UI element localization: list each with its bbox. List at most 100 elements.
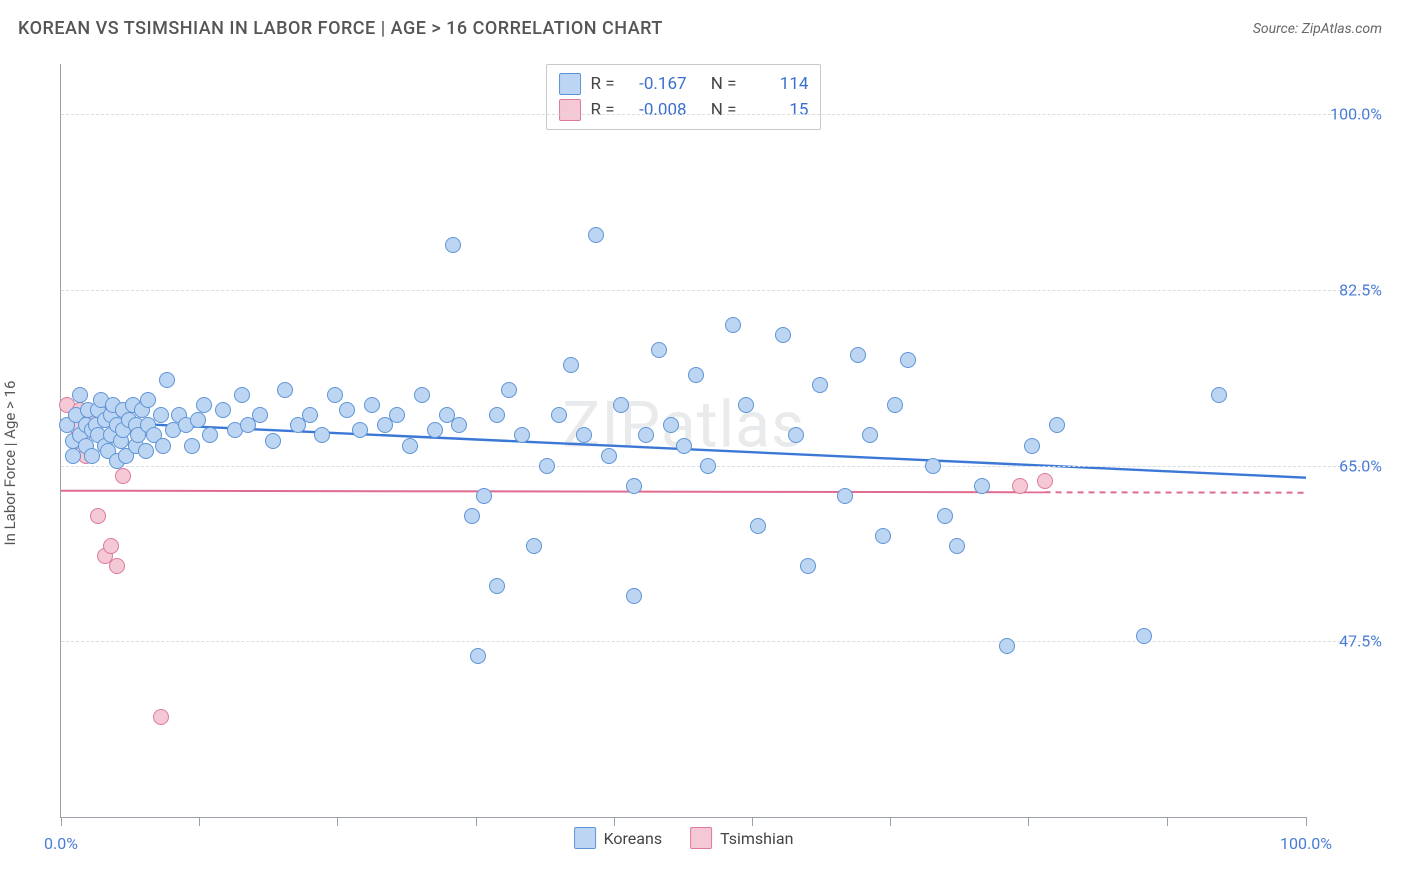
- chart-title: KOREAN VS TSIMSHIAN IN LABOR FORCE | AGE…: [18, 18, 663, 39]
- data-point-koreans: [875, 528, 891, 544]
- data-point-koreans: [501, 382, 517, 398]
- legend-label-koreans: Koreans: [604, 829, 663, 848]
- data-point-koreans: [937, 508, 953, 524]
- data-point-koreans: [364, 397, 380, 413]
- data-point-koreans: [184, 438, 200, 454]
- data-point-koreans: [837, 488, 853, 504]
- data-point-koreans: [663, 417, 679, 433]
- gridline: [61, 114, 1376, 115]
- plot-area: ZIPatlas R = -0.167 N = 114 R = -0.008 N…: [60, 64, 1306, 818]
- x-tick: [752, 817, 753, 826]
- data-point-koreans: [626, 478, 642, 494]
- x-tick: [614, 817, 615, 826]
- data-point-koreans: [800, 558, 816, 574]
- gridline: [61, 641, 1376, 642]
- gridline: [61, 466, 1376, 467]
- chart-header: KOREAN VS TSIMSHIAN IN LABOR FORCE | AGE…: [0, 0, 1406, 49]
- data-point-koreans: [613, 397, 629, 413]
- data-point-koreans: [445, 237, 461, 253]
- data-point-koreans: [1136, 628, 1152, 644]
- x-tick: [199, 817, 200, 826]
- data-point-koreans: [427, 422, 443, 438]
- data-point-koreans: [1024, 438, 1040, 454]
- chart-area: In Labor Force | Age > 16 ZIPatlas R = -…: [18, 52, 1388, 874]
- data-point-koreans: [202, 427, 218, 443]
- data-point-koreans: [1049, 417, 1065, 433]
- data-point-koreans: [190, 412, 206, 428]
- data-point-koreans: [414, 387, 430, 403]
- data-point-koreans: [850, 347, 866, 363]
- data-point-koreans: [676, 438, 692, 454]
- data-point-koreans: [402, 438, 418, 454]
- n-label: N =: [711, 100, 737, 120]
- data-point-koreans: [352, 422, 368, 438]
- data-point-koreans: [138, 443, 154, 459]
- r-value-koreans: -0.167: [625, 74, 687, 94]
- data-point-tsimshian: [1037, 473, 1053, 489]
- data-point-koreans: [638, 427, 654, 443]
- y-tick-label: 65.0%: [1339, 456, 1382, 475]
- data-point-tsimshian: [103, 538, 119, 554]
- x-tick: [476, 817, 477, 826]
- data-point-koreans: [464, 508, 480, 524]
- data-point-koreans: [159, 372, 175, 388]
- correlation-row-tsimshian: R = -0.008 N = 15: [559, 97, 809, 123]
- data-point-koreans: [339, 402, 355, 418]
- x-tick: [890, 817, 891, 826]
- data-point-koreans: [775, 327, 791, 343]
- data-point-koreans: [626, 588, 642, 604]
- data-point-koreans: [196, 397, 212, 413]
- data-point-koreans: [140, 392, 156, 408]
- n-label: N =: [711, 74, 737, 94]
- x-tick: [1028, 817, 1029, 826]
- legend-label-tsimshian: Tsimshian: [720, 829, 793, 848]
- y-tick-label: 100.0%: [1330, 105, 1382, 124]
- x-tick: [337, 817, 338, 826]
- data-point-koreans: [974, 478, 990, 494]
- data-point-koreans: [489, 407, 505, 423]
- r-value-tsimshian: -0.008: [625, 100, 687, 120]
- data-point-koreans: [700, 458, 716, 474]
- legend-swatch-tsimshian: [690, 827, 712, 849]
- y-tick-label: 47.5%: [1339, 632, 1382, 651]
- x-tick: [1306, 817, 1307, 826]
- data-point-koreans: [812, 377, 828, 393]
- data-point-koreans: [327, 387, 343, 403]
- data-point-koreans: [949, 538, 965, 554]
- data-point-koreans: [601, 448, 617, 464]
- x-tick-label-end: 100.0%: [1280, 834, 1332, 853]
- series-legend: Koreans Tsimshian: [574, 827, 794, 849]
- data-point-koreans: [588, 227, 604, 243]
- x-tick-label-start: 0.0%: [44, 834, 78, 853]
- data-point-koreans: [862, 427, 878, 443]
- data-point-koreans: [651, 342, 667, 358]
- r-label: R =: [591, 100, 615, 120]
- y-axis-label: In Labor Force | Age > 16: [1, 381, 19, 546]
- data-point-koreans: [999, 638, 1015, 654]
- data-point-koreans: [277, 382, 293, 398]
- data-point-koreans: [234, 387, 250, 403]
- data-point-tsimshian: [153, 709, 169, 725]
- data-point-koreans: [551, 407, 567, 423]
- correlation-row-koreans: R = -0.167 N = 114: [559, 71, 809, 97]
- n-value-koreans: 114: [746, 74, 808, 94]
- data-point-koreans: [155, 438, 171, 454]
- x-tick: [61, 817, 62, 826]
- swatch-tsimshian: [559, 99, 581, 121]
- data-point-koreans: [925, 458, 941, 474]
- data-point-koreans: [725, 317, 741, 333]
- data-point-koreans: [252, 407, 268, 423]
- data-point-koreans: [265, 433, 281, 449]
- swatch-koreans: [559, 73, 581, 95]
- data-point-tsimshian: [109, 558, 125, 574]
- data-point-koreans: [688, 367, 704, 383]
- data-point-koreans: [526, 538, 542, 554]
- y-tick-label: 82.5%: [1339, 280, 1382, 299]
- data-point-koreans: [788, 427, 804, 443]
- n-value-tsimshian: 15: [746, 100, 808, 120]
- data-point-koreans: [750, 518, 766, 534]
- x-tick: [1167, 817, 1168, 826]
- data-point-koreans: [215, 402, 231, 418]
- legend-swatch-koreans: [574, 827, 596, 849]
- data-point-koreans: [451, 417, 467, 433]
